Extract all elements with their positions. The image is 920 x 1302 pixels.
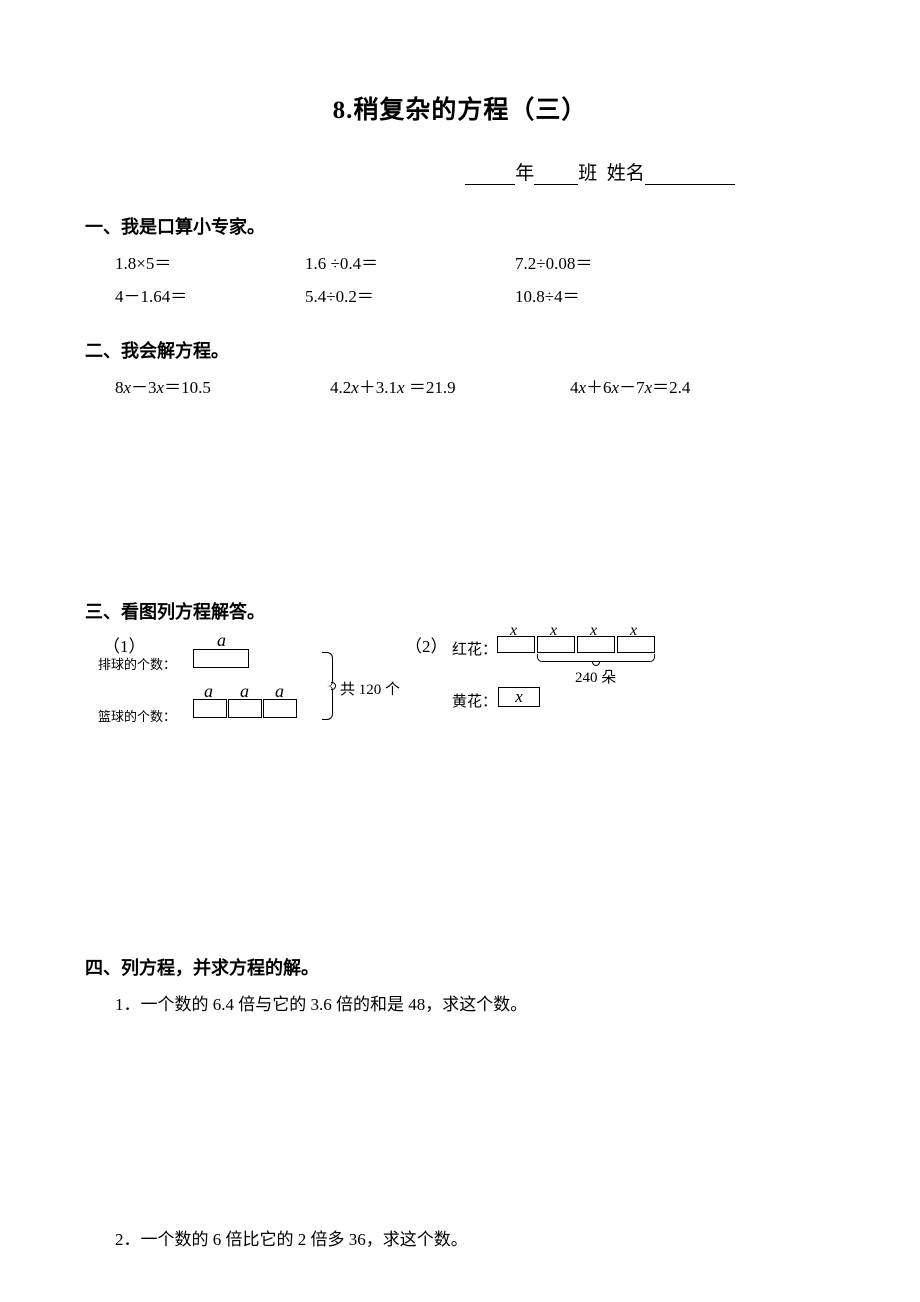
q1-top-box — [193, 656, 249, 668]
s1-row-2: 4－1.64＝ 5.4÷0.2＝ 10.8÷4＝ — [85, 282, 835, 307]
yellow-label: 黄花： — [452, 690, 497, 711]
diagram-container: （1） 排球的个数： a 篮球的个数： a a a 共 120 个 （2） 红花… — [85, 634, 835, 754]
section-2-heading: 二、我会解方程。 — [85, 337, 835, 363]
s1-r2-c3: 10.8÷4＝ — [515, 282, 735, 307]
s2-eq2: 4.2x＋3.1x ＝21.9 — [330, 373, 570, 398]
q1-b-brace2 — [228, 699, 262, 706]
red-label: 红花： — [452, 638, 497, 659]
q2-box4 — [617, 641, 655, 653]
year-label: 年 — [515, 163, 534, 184]
name-label: 姓名 — [607, 163, 645, 184]
q1-b-box2 — [228, 706, 262, 718]
page-title: 8.稍复杂的方程（三） — [85, 90, 835, 126]
year-blank[interactable] — [465, 166, 515, 185]
q1-top-brace — [193, 649, 249, 656]
s1-r2-c1: 4－1.64＝ — [115, 282, 305, 307]
class-blank[interactable] — [534, 166, 578, 185]
q2-underbrace — [537, 654, 655, 662]
q1-b-box3 — [263, 706, 297, 718]
section-4-heading: 四、列方程，并求方程的解。 — [85, 954, 835, 980]
q1-total: 共 120 个 — [340, 678, 400, 699]
q1-right-brace — [322, 652, 334, 720]
q1-b-box1 — [193, 706, 227, 718]
s2-eq1: 8x－3x＝10.5 — [115, 373, 330, 398]
s1-r2-c2: 5.4÷0.2＝ — [305, 282, 515, 307]
section-1-heading: 一、我是口算小专家。 — [85, 213, 835, 239]
section-4: 四、列方程，并求方程的解。 1．一个数的 6.4 倍与它的 3.6 倍的和是 4… — [85, 954, 835, 1250]
s1-r1-c1: 1.8×5＝ — [115, 249, 305, 274]
s2-eq3: 4x＋6x－7x＝2.4 — [570, 373, 790, 398]
q2-label: （2） — [405, 632, 448, 657]
q2-box2 — [537, 641, 575, 653]
s1-r1-c2: 1.6 ÷0.4＝ — [305, 249, 515, 274]
q1-a-top: a — [217, 630, 226, 651]
q2-count: 240 朵 — [575, 666, 616, 687]
volleyball-label: 排球的个数： — [98, 654, 176, 673]
s2-equations: 8x－3x＝10.5 4.2x＋3.1x ＝21.9 4x＋6x－7x＝2.4 — [85, 373, 835, 398]
s4-q2: 2．一个数的 6 倍比它的 2 倍多 36，求这个数。 — [85, 1225, 835, 1250]
s1-r1-c3: 7.2÷0.08＝ — [515, 249, 735, 274]
s4-q1: 1．一个数的 6.4 倍与它的 3.6 倍的和是 48，求这个数。 — [85, 990, 835, 1015]
class-label: 班 — [578, 163, 597, 184]
section-2: 二、我会解方程。 8x－3x＝10.5 4.2x＋3.1x ＝21.9 4x＋6… — [85, 337, 835, 398]
section-3: 三、看图列方程解答。 （1） 排球的个数： a 篮球的个数： a a a 共 1… — [85, 598, 835, 754]
q1-b-brace1 — [193, 699, 227, 706]
s1-row-1: 1.8×5＝ 1.6 ÷0.4＝ 7.2÷0.08＝ — [85, 249, 835, 274]
q2-box1 — [497, 641, 535, 653]
name-blank[interactable] — [645, 166, 735, 185]
q2-box3 — [577, 641, 615, 653]
section-1: 一、我是口算小专家。 1.8×5＝ 1.6 ÷0.4＝ 7.2÷0.08＝ 4－… — [85, 213, 835, 307]
basketball-label: 篮球的个数： — [98, 706, 176, 725]
q1-b-brace3 — [263, 699, 297, 706]
yellow-box: x — [498, 687, 540, 707]
section-3-heading: 三、看图列方程解答。 — [85, 598, 835, 624]
student-info-line: 年 班 姓名 — [85, 158, 835, 185]
